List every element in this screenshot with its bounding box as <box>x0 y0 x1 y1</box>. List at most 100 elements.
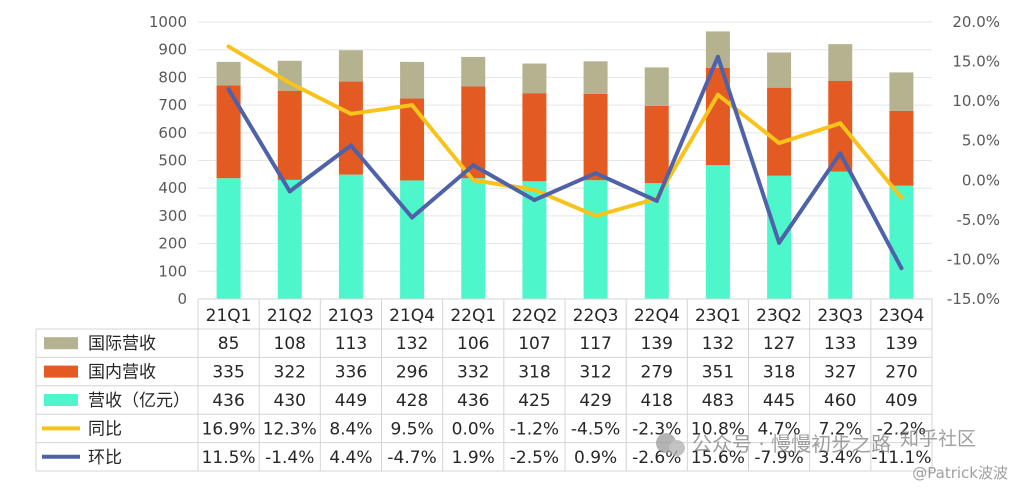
bar-segment <box>338 81 363 175</box>
wechat-icon-bubble <box>669 440 685 456</box>
data-label: 332 <box>457 363 489 383</box>
right-tick-label: 15.0% <box>952 53 1000 71</box>
line-point <box>654 198 659 203</box>
left-tick-label: 0 <box>177 290 187 308</box>
data-label: 8.4% <box>329 419 372 439</box>
data-label: 139 <box>641 334 673 354</box>
watermark-line2: @Patrick波波 <box>912 464 1008 482</box>
legend-label: 同比 <box>88 419 122 439</box>
data-label: 106 <box>457 334 489 354</box>
data-label: 296 <box>396 363 428 383</box>
left-tick-label: 900 <box>158 41 187 59</box>
data-label: 132 <box>702 334 734 354</box>
bar-segment <box>400 180 425 299</box>
line-point <box>471 163 476 168</box>
data-label: 449 <box>335 391 367 411</box>
bar-segment <box>400 98 425 181</box>
bar-segment <box>644 105 669 184</box>
data-label: 318 <box>763 363 795 383</box>
line-point <box>899 195 904 200</box>
left-tick-label: 600 <box>158 124 187 142</box>
bar-segment <box>400 61 425 99</box>
category-label: 23Q4 <box>878 306 924 326</box>
series-line <box>226 54 904 271</box>
data-label: 312 <box>579 363 611 383</box>
line-point <box>348 143 353 148</box>
category-label: 21Q1 <box>206 306 252 326</box>
bar-segment <box>644 67 669 106</box>
category-label: 21Q3 <box>328 306 374 326</box>
data-label: 418 <box>641 391 673 411</box>
right-tick-label: 5.0% <box>962 132 1000 150</box>
data-label: -7.9% <box>754 448 803 468</box>
data-label: 113 <box>335 334 367 354</box>
category-label: 22Q1 <box>450 306 496 326</box>
line-point <box>410 215 415 220</box>
data-label: -11.1% <box>871 448 931 468</box>
data-label: 460 <box>824 391 856 411</box>
legend-label: 国际营收 <box>88 334 156 354</box>
bar-segment <box>461 56 486 87</box>
data-label: 117 <box>579 334 611 354</box>
data-label: 0.9% <box>574 448 617 468</box>
data-label: 327 <box>824 363 856 383</box>
line-point <box>838 151 843 156</box>
bar-segment <box>522 63 547 94</box>
line-point <box>715 54 720 59</box>
left-tick-label: 1000 <box>149 13 187 31</box>
legend-label: 环比 <box>88 448 122 468</box>
data-label: 270 <box>885 363 917 383</box>
bar-segment <box>889 185 914 299</box>
data-label: 85 <box>218 334 240 354</box>
category-label: 23Q2 <box>756 306 802 326</box>
bar-segment <box>705 165 730 299</box>
bar-segment <box>461 86 486 179</box>
data-label: 11.5% <box>202 448 256 468</box>
category-label: 21Q2 <box>267 306 313 326</box>
bar-segment <box>338 50 363 82</box>
bar-segment <box>338 174 363 299</box>
bar-segment <box>216 85 241 179</box>
data-label: -2.2% <box>877 419 926 439</box>
data-label: 133 <box>824 334 856 354</box>
data-label: 483 <box>702 391 734 411</box>
line-point <box>777 141 782 146</box>
bar-segment <box>216 61 241 86</box>
data-label: 425 <box>518 391 550 411</box>
bar-segment <box>828 44 853 82</box>
data-label: 1.9% <box>452 448 495 468</box>
line-point <box>777 240 782 245</box>
category-label: 23Q3 <box>817 306 863 326</box>
data-label: 409 <box>885 391 917 411</box>
line-point <box>593 213 598 218</box>
right-tick-label: 0.0% <box>962 171 1000 189</box>
right-tick-label: 20.0% <box>952 13 1000 31</box>
data-table: 21Q1 21Q2 21Q3 21Q4 22Q1 22Q2 22Q3 22Q4 23Q1 23Q2… <box>35 298 933 472</box>
line-point <box>226 87 231 92</box>
data-label: -2.6% <box>632 448 681 468</box>
bar-segment <box>828 171 853 299</box>
right-tick-label: 10.0% <box>952 92 1000 110</box>
category-label: 23Q1 <box>695 306 741 326</box>
line-point <box>287 80 292 85</box>
bar-segment <box>277 179 302 299</box>
lines <box>226 44 904 271</box>
data-label: 4.4% <box>329 448 372 468</box>
right-tick-label: -10.0% <box>947 250 1000 268</box>
data-label: 351 <box>702 363 734 383</box>
data-label: 445 <box>763 391 795 411</box>
legend-swatch <box>44 394 78 406</box>
line-point <box>899 266 904 271</box>
bar-segment <box>583 180 608 299</box>
watermark: 公众号 · 慢慢初步之路 知乎社区 @Patrick波波 <box>656 428 1008 482</box>
left-tick-label: 700 <box>158 96 187 114</box>
bar-segment <box>216 178 241 299</box>
legend-label: 国内营收 <box>88 363 156 383</box>
line-point <box>838 121 843 126</box>
data-label: -2.3% <box>632 419 681 439</box>
right-tick-label: -15.0% <box>947 290 1000 308</box>
data-label: 16.9% <box>202 419 256 439</box>
left-axis: 0 100 200 300 400 500 600 700 800 900 1000 <box>149 13 187 308</box>
data-label: 436 <box>457 391 489 411</box>
data-label: 3.4% <box>819 448 862 468</box>
